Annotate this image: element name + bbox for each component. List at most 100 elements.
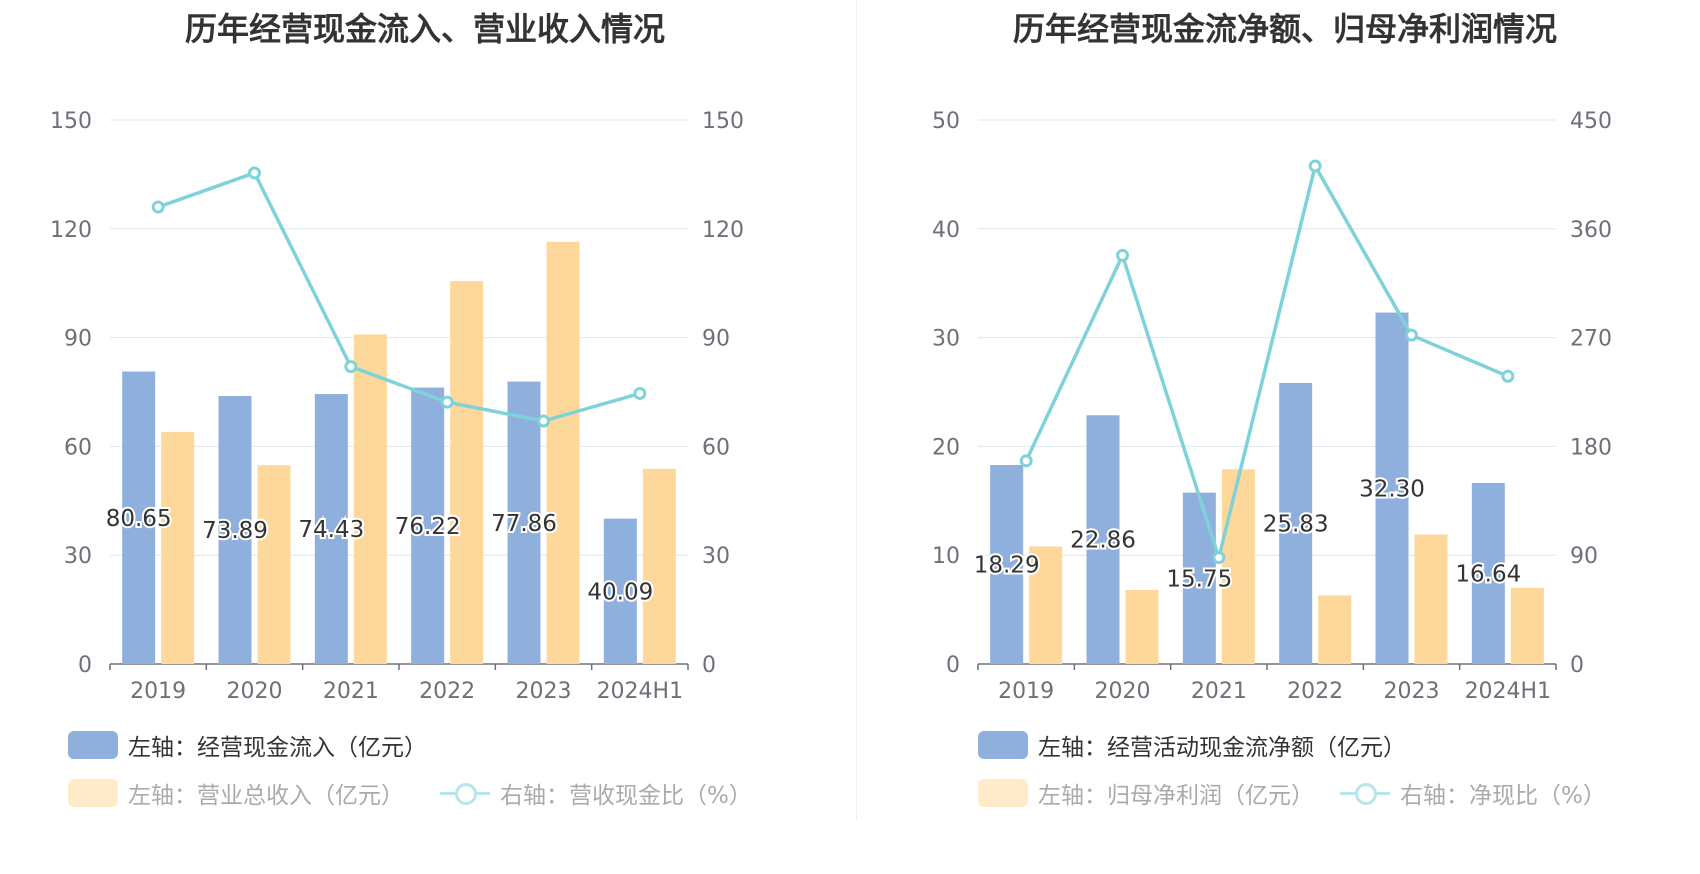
data-label: 76.22 xyxy=(395,514,461,540)
right-axis-tick-label: 0 xyxy=(1570,653,1584,678)
right-axis-tick-label: 90 xyxy=(1570,544,1598,569)
data-label: 15.75 xyxy=(1166,566,1232,592)
bar-secondary xyxy=(1510,587,1544,664)
data-label: 22.86 xyxy=(1070,528,1136,554)
legend-item-revenue[interactable]: 左轴：营业总收入（亿元） xyxy=(68,778,404,809)
bar-secondary xyxy=(642,468,676,664)
left-axis-tick-label: 120 xyxy=(50,218,92,243)
right-axis-tick-label: 90 xyxy=(702,327,730,352)
x-axis-tick-label: 2022 xyxy=(419,679,475,700)
legend-swatch-bar-secondary xyxy=(978,779,1028,807)
data-label: 16.64 xyxy=(1455,561,1521,587)
x-axis-tick-label: 2019 xyxy=(998,679,1054,700)
legend-item-cash-ratio[interactable]: 右轴：营收现金比（%） xyxy=(440,778,752,809)
left-axis-tick-label: 60 xyxy=(64,435,92,460)
left-axis-tick-label: 30 xyxy=(932,327,960,352)
right-axis-tick-label: 150 xyxy=(702,109,744,134)
right-axis-tick-label: 360 xyxy=(1570,218,1612,243)
data-label: 73.89 xyxy=(202,518,268,544)
x-axis-tick-label: 2024H1 xyxy=(597,679,684,700)
bar-primary xyxy=(218,396,252,664)
legend-label: 左轴：营业总收入（亿元） xyxy=(128,783,404,809)
bar-secondary xyxy=(1414,534,1448,664)
legend-swatch-bar-primary xyxy=(978,731,1028,759)
left-axis-tick-label: 30 xyxy=(64,544,92,569)
bar-secondary xyxy=(257,465,291,664)
right-axis-tick-label: 60 xyxy=(702,435,730,460)
ratio-point xyxy=(537,414,550,428)
chart-cash-inflow-revenue: 0 30 60 90 120 150 0 30 60 90 120 150 2019 2020 2021 20… xyxy=(50,109,744,700)
data-label: 18.29 xyxy=(974,553,1040,579)
data-label: 74.43 xyxy=(298,517,364,543)
ratio-line xyxy=(157,170,641,423)
x-axis-tick-label: 2024H1 xyxy=(1465,679,1552,700)
bar-secondary xyxy=(1125,590,1159,664)
left-axis-tick-label: 40 xyxy=(932,218,960,243)
legend-item-cash-inflow[interactable]: 左轴：经营现金流入（亿元） xyxy=(68,730,427,761)
left-axis-tick-label: 50 xyxy=(932,109,960,134)
bar-secondary xyxy=(546,241,580,664)
bar-secondary xyxy=(353,334,387,664)
left-axis-tick-label: 0 xyxy=(78,653,92,678)
legend-item-net-profit[interactable]: 左轴：归母净利润（亿元） xyxy=(978,778,1314,809)
panel-divider xyxy=(856,0,857,820)
legend-line-marker-icon xyxy=(1340,779,1390,807)
left-axis-tick-label: 20 xyxy=(932,435,960,460)
ratio-point xyxy=(151,200,165,214)
chart-panel-cash-inflow: 历年经营现金流入、营业收入情况 0 30 60 90 120 150 0 30 60 90 120 1… xyxy=(50,10,752,809)
x-axis-tick-label: 2019 xyxy=(130,679,186,700)
legend-label: 右轴：净现比（%） xyxy=(1400,783,1606,809)
x-axis-tick-label: 2021 xyxy=(1191,679,1247,700)
chart-net-cash-flow-profit: 0 10 20 30 40 50 0 90 180 270 360 450 2019 2020 2021 20… xyxy=(932,109,1612,700)
bar-primary xyxy=(411,387,445,664)
right-axis-tick-label: 30 xyxy=(702,544,730,569)
legend-item-net-cash-ratio[interactable]: 右轴：净现比（%） xyxy=(1340,778,1606,809)
left-axis-tick-label: 90 xyxy=(64,327,92,352)
ratio-point xyxy=(1212,551,1226,565)
legend-label: 左轴：经营现金流入（亿元） xyxy=(128,735,427,761)
bar-secondary xyxy=(1029,546,1063,664)
bar-primary xyxy=(1279,382,1313,664)
bar-primary xyxy=(1375,312,1409,664)
legend-line-marker-icon xyxy=(440,779,490,807)
bar-primary xyxy=(603,518,637,664)
bar-primary xyxy=(990,465,1024,664)
ratio-point xyxy=(1501,369,1515,383)
right-axis-tick-label: 270 xyxy=(1570,327,1612,352)
left-axis-tick-label: 0 xyxy=(946,653,960,678)
ratio-point xyxy=(1116,248,1129,262)
data-label: 77.86 xyxy=(491,511,557,537)
legend-label: 左轴：经营活动现金流净额（亿元） xyxy=(1038,735,1406,761)
bar-primary xyxy=(122,371,156,664)
right-axis-tick-label: 120 xyxy=(702,218,744,243)
ratio-point xyxy=(1019,454,1033,468)
bar-secondary xyxy=(450,281,484,664)
bar-primary xyxy=(1182,492,1216,664)
data-label: 25.83 xyxy=(1263,511,1329,537)
x-axis-tick-label: 2021 xyxy=(323,679,379,700)
ratio-point xyxy=(344,360,358,374)
x-axis-tick-label: 2023 xyxy=(1384,679,1440,700)
x-axis-tick-label: 2022 xyxy=(1287,679,1343,700)
right-axis-tick-label: 450 xyxy=(1570,109,1612,134)
bar-secondary xyxy=(1318,595,1352,664)
chart-panel-net-cash-flow: 历年经营现金流净额、归母净利润情况 0 10 20 30 40 50 0 90 180 270 36… xyxy=(860,0,1700,874)
ratio-point xyxy=(1308,159,1322,173)
x-axis-tick-label: 2020 xyxy=(1095,679,1151,700)
left-axis-tick-label: 150 xyxy=(50,109,92,134)
data-label: 80.65 xyxy=(106,506,172,532)
bar-primary xyxy=(1471,482,1505,664)
ratio-line xyxy=(1024,161,1509,565)
data-label: 32.30 xyxy=(1359,476,1425,502)
ratio-point xyxy=(1405,328,1418,342)
bar-primary xyxy=(314,394,348,664)
right-axis-tick-label: 0 xyxy=(702,653,716,678)
x-axis-tick-label: 2020 xyxy=(227,679,283,700)
ratio-point xyxy=(633,386,647,400)
right-axis-tick-label: 180 xyxy=(1570,435,1612,460)
legend-item-net-cash-flow[interactable]: 左轴：经营活动现金流净额（亿元） xyxy=(978,730,1406,761)
data-label: 40.09 xyxy=(587,579,653,605)
chart-title: 历年经营现金流净额、归母净利润情况 xyxy=(1012,10,1557,48)
ratio-point xyxy=(440,395,454,409)
legend-label: 左轴：归母净利润（亿元） xyxy=(1038,783,1314,809)
